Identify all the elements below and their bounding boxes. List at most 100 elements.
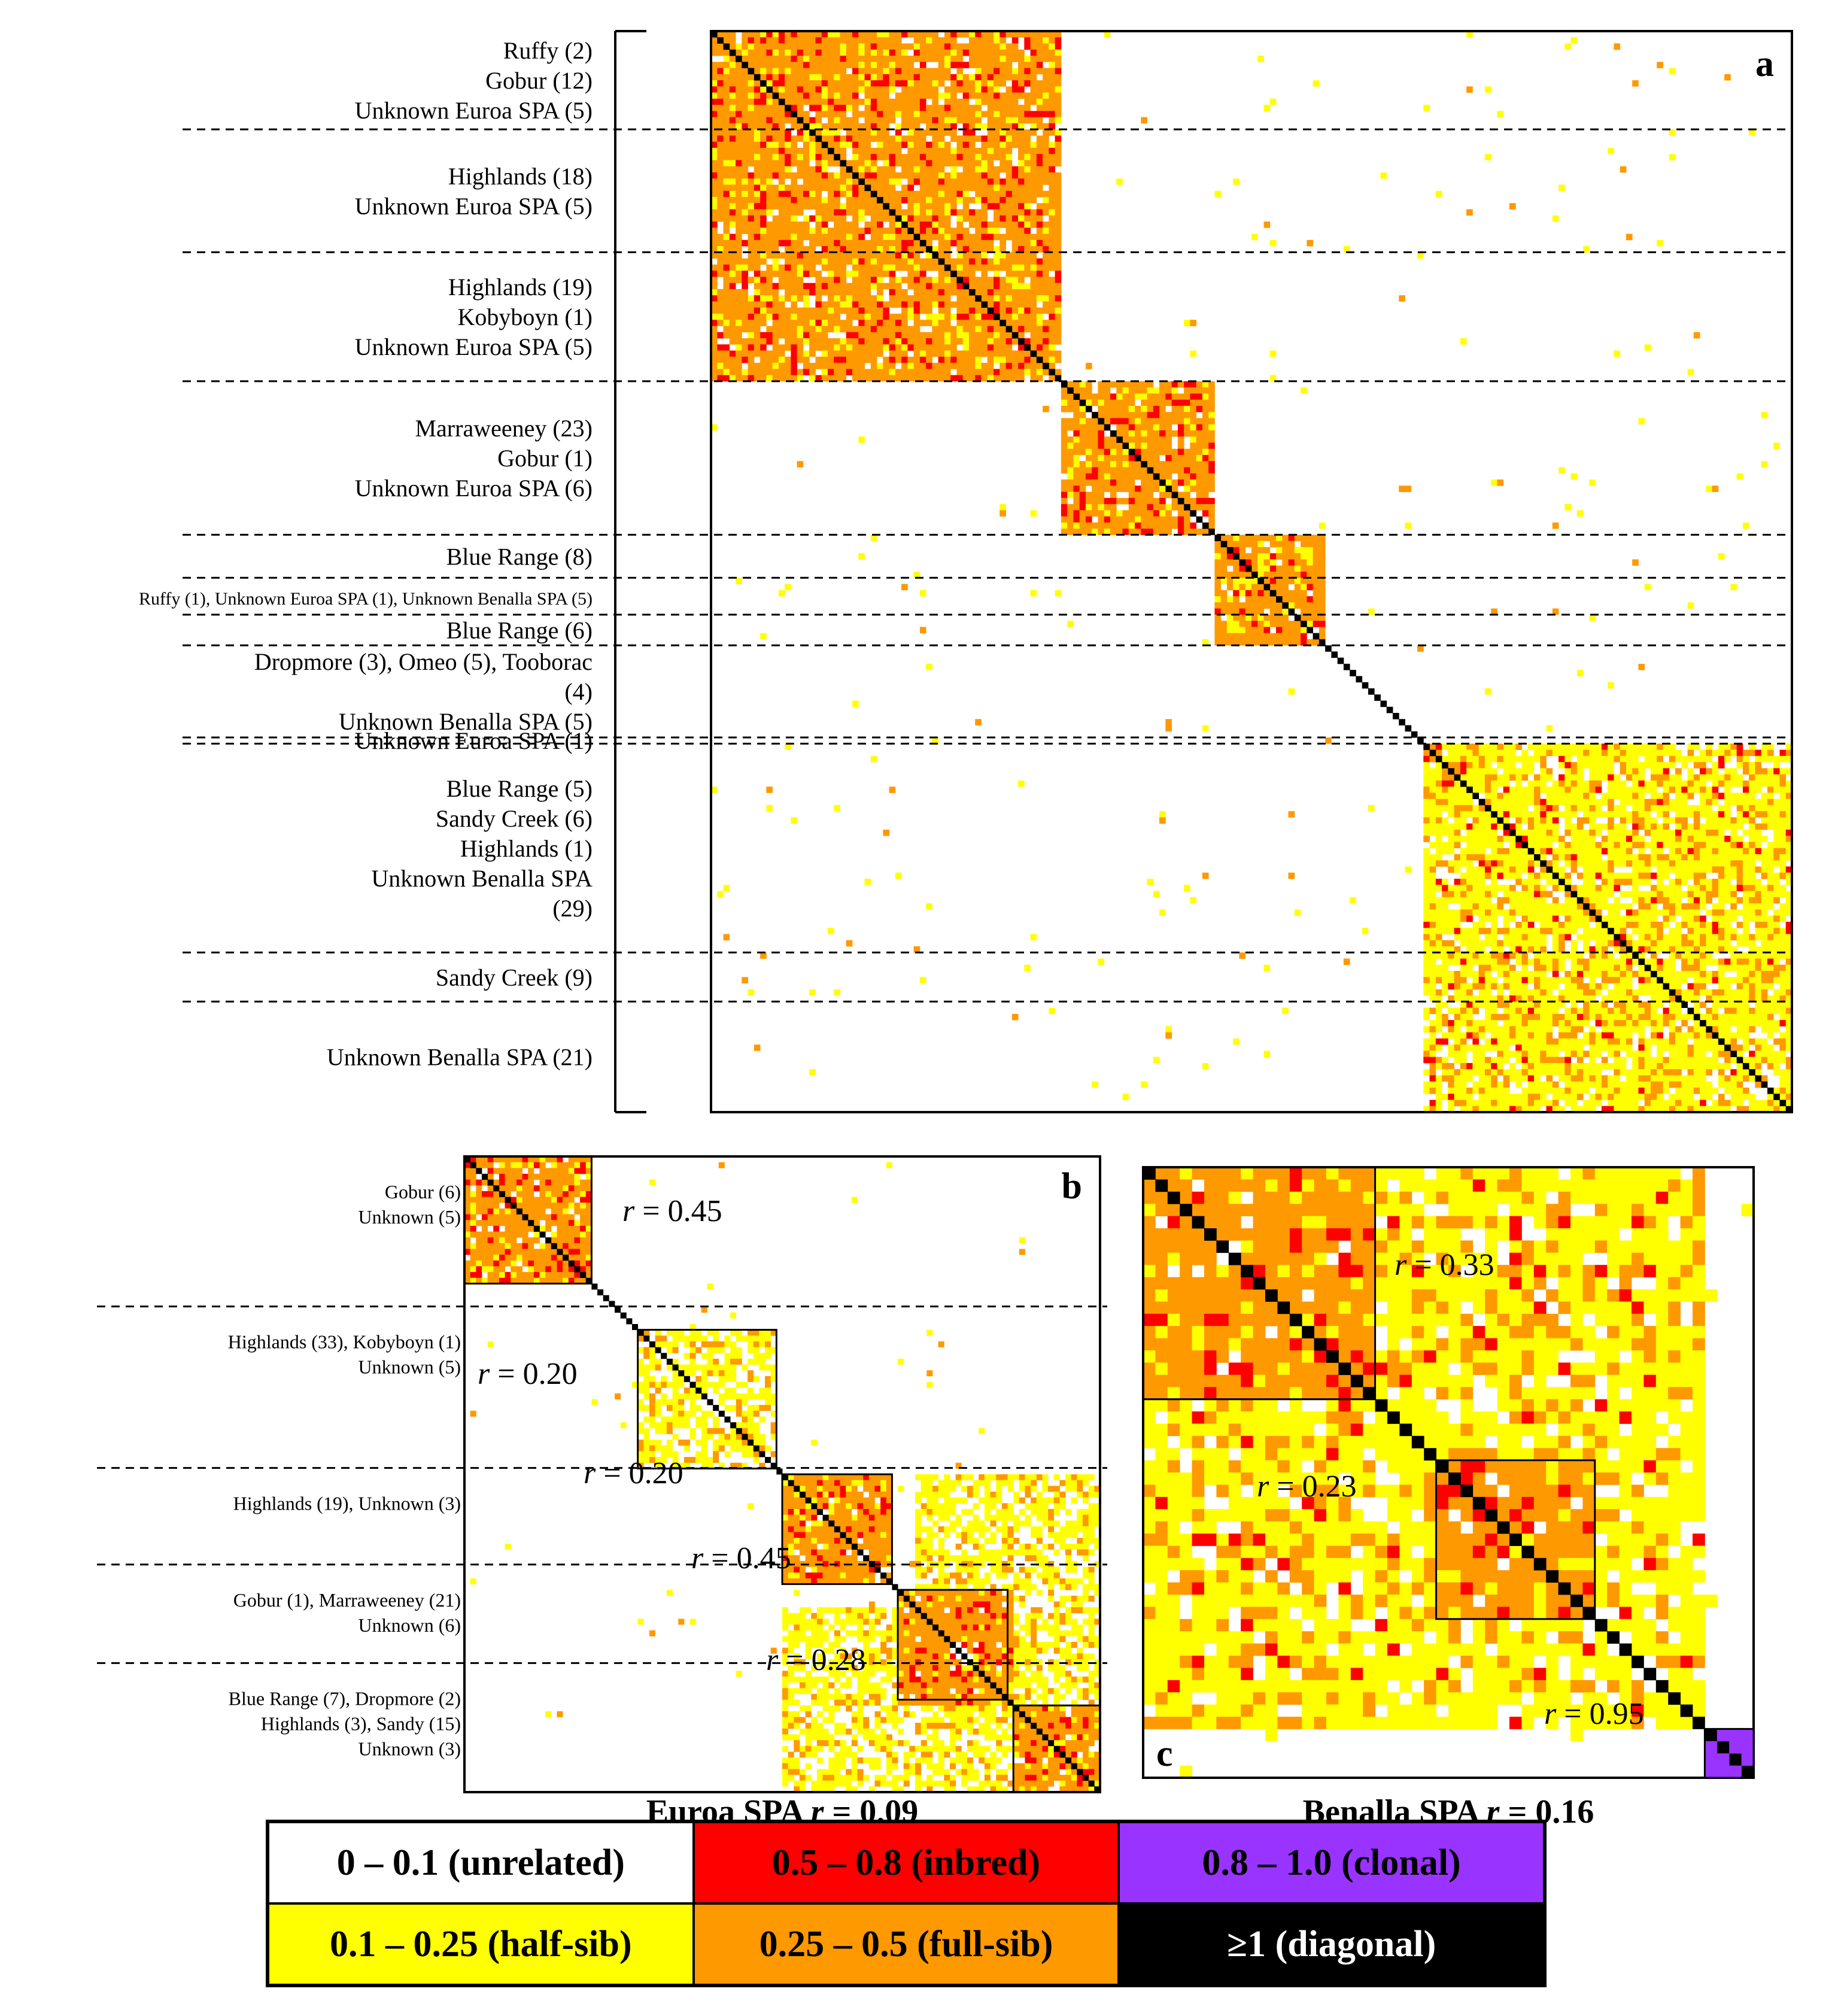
relatedness-cell [1030, 314, 1037, 320]
relatedness-cell [717, 172, 724, 179]
relatedness-cell [766, 289, 773, 296]
relatedness-cell [975, 375, 982, 382]
relatedness-cell [1313, 578, 1320, 584]
relatedness-cell [1263, 602, 1271, 609]
relatedness-cell [760, 246, 767, 253]
relatedness-cell [975, 62, 982, 68]
relatedness-cell [1589, 762, 1596, 769]
relatedness-cell [944, 301, 951, 308]
relatedness-cell [913, 314, 920, 320]
relatedness-cell [846, 271, 853, 277]
relatedness-cell [1429, 787, 1436, 793]
relatedness-cell [1245, 621, 1252, 627]
relatedness-cell [1067, 405, 1074, 412]
relatedness-cell [870, 160, 877, 167]
relatedness-cell [1092, 1081, 1098, 1088]
relatedness-cell [1521, 749, 1529, 757]
relatedness-cell [748, 295, 755, 302]
relatedness-cell [877, 62, 883, 68]
relatedness-cell [1043, 166, 1049, 173]
relatedness-cell [1147, 529, 1154, 535]
relatedness-cell [1055, 141, 1062, 148]
relatedness-cell [1147, 510, 1154, 517]
relatedness-cell [932, 350, 939, 357]
relatedness-cell [858, 56, 865, 62]
relatedness-cell [895, 872, 902, 879]
relatedness-cell [736, 184, 742, 192]
relatedness-cell [772, 307, 779, 314]
relatedness-cell [895, 190, 902, 198]
relatedness-cell [846, 289, 853, 296]
relatedness-cell [1061, 485, 1068, 493]
relatedness-cell [1251, 541, 1258, 548]
relatedness-cell [772, 172, 779, 179]
relatedness-cell [1036, 239, 1043, 247]
relatedness-cell [932, 86, 939, 93]
relatedness-cell [834, 326, 840, 333]
relatedness-cell [981, 227, 988, 235]
relatedness-cell [1442, 780, 1448, 787]
relatedness-cell [1141, 424, 1147, 431]
relatedness-cell [994, 62, 1000, 68]
relatedness-cell [766, 264, 773, 271]
relatedness-cell [760, 252, 767, 259]
relatedness-cell [1128, 442, 1135, 450]
relatedness-cell [846, 344, 853, 351]
relatedness-cell [1484, 1056, 1491, 1064]
relatedness-cell [766, 227, 773, 235]
relatedness-cell [742, 203, 748, 210]
relatedness-cell [975, 190, 982, 198]
relatedness-cell [803, 271, 810, 277]
relatedness-cell [1067, 504, 1074, 511]
relatedness-cell [968, 356, 976, 363]
relatedness-cell [1226, 584, 1234, 591]
relatedness-cell [1282, 639, 1289, 646]
relatedness-cell [1226, 572, 1234, 578]
relatedness-cell [717, 320, 724, 326]
relatedness-cell [840, 307, 847, 314]
relatedness-cell [717, 43, 724, 50]
relatedness-cell [919, 178, 926, 185]
relatedness-cell [785, 375, 791, 382]
relatedness-cell [736, 314, 742, 320]
relatedness-cell [981, 233, 988, 241]
relatedness-cell [1190, 412, 1197, 418]
relatedness-cell [827, 172, 834, 179]
relatedness-cell [1036, 105, 1043, 111]
relatedness-cell [760, 283, 767, 290]
relatedness-cell [827, 215, 834, 222]
relatedness-cell [926, 363, 932, 369]
relatedness-cell [1472, 1087, 1479, 1094]
relatedness-cell [926, 314, 932, 320]
relatedness-cell [1018, 141, 1025, 148]
relatedness-cell [723, 74, 730, 81]
relatedness-cell [815, 190, 822, 198]
relatedness-cell [729, 172, 736, 179]
relatedness-cell [1030, 190, 1037, 198]
relatedness-cell [975, 363, 982, 369]
relatedness-cell [1018, 295, 1025, 302]
relatedness-cell [987, 239, 994, 247]
relatedness-cell [1460, 909, 1467, 916]
relatedness-cell [834, 344, 840, 351]
relatedness-cell [956, 49, 964, 56]
relatedness-cell [1472, 762, 1479, 769]
relatedness-cell [1478, 811, 1485, 818]
relatedness-cell [1570, 774, 1578, 781]
relatedness-cell [938, 154, 945, 160]
relatedness-cell [1515, 804, 1522, 812]
relatedness-cell [1472, 897, 1479, 904]
relatedness-cell [1079, 424, 1086, 431]
relatedness-cell [962, 356, 970, 363]
relatedness-cell [748, 314, 755, 320]
relatedness-cell [956, 160, 964, 167]
relatedness-cell [932, 31, 939, 38]
relatedness-cell [962, 295, 970, 302]
relatedness-cell [1650, 743, 1657, 750]
relatedness-cell [926, 227, 932, 235]
relatedness-cell [1098, 455, 1105, 462]
relatedness-cell [1712, 774, 1719, 781]
relatedness-cell [723, 56, 730, 62]
relatedness-cell [1251, 608, 1258, 615]
relatedness-cell [1055, 338, 1062, 345]
